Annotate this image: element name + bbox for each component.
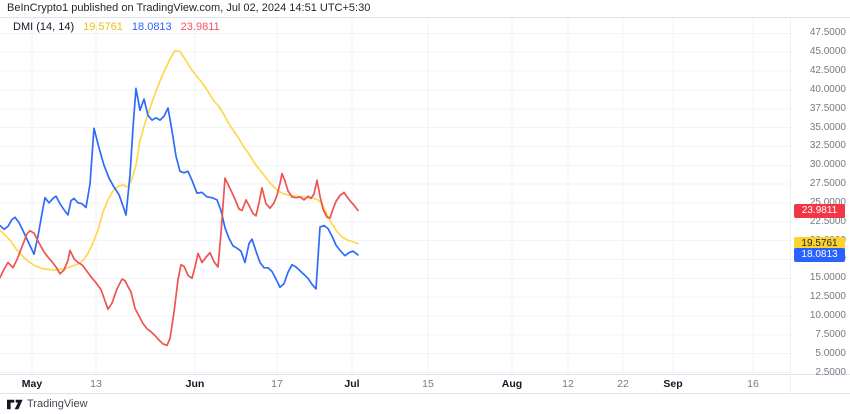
time-axis-label: 16 <box>747 378 759 390</box>
time-axis-label: 22 <box>617 378 629 390</box>
page-title: BeInCrypto1 published on TradingView.com… <box>7 2 371 14</box>
price-axis-label: 32.5000 <box>809 140 846 152</box>
price-axis-label: 30.0000 <box>809 159 846 171</box>
price-axis-label: 22.5000 <box>809 215 846 227</box>
price-axis-label: 12.5000 <box>809 291 846 303</box>
time-axis-label: Aug <box>501 378 523 390</box>
price-axis-label: 2.5000 <box>815 366 846 378</box>
indicator-name: DMI (14, 14) <box>13 21 75 33</box>
indicator-legend[interactable]: DMI (14, 14) 19.5761 18.0813 23.9811 <box>13 21 220 33</box>
last-price-badge-red: 23.9811 <box>794 203 845 218</box>
price-axis-label: 42.5000 <box>809 65 846 77</box>
series-line-red <box>0 172 359 347</box>
tradingview-logo-icon <box>7 399 23 409</box>
time-axis-label: May <box>21 378 43 390</box>
chart-title-bar: BeInCrypto1 published on TradingView.com… <box>0 0 850 18</box>
price-axis-label: 47.5000 <box>809 27 846 39</box>
time-axis-label: Jul <box>344 378 360 390</box>
time-axis-label: 13 <box>90 378 102 390</box>
series-line-blue <box>0 87 359 290</box>
price-axis-label: 15.0000 <box>809 272 846 284</box>
price-axis-label: 35.0000 <box>809 121 846 133</box>
legend-value-red: 23.9811 <box>180 21 220 33</box>
series-line-yellow <box>0 49 359 271</box>
tradingview-wordmark: TradingView <box>27 398 88 410</box>
tradingview-attribution[interactable]: TradingView <box>7 397 88 411</box>
price-axis[interactable]: 47.5000 45.0000 42.5000 40.0000 37.5000 35.00… <box>790 17 850 393</box>
footer-separator <box>0 393 850 394</box>
indicator-values: 19.5761 18.0813 23.9811 <box>74 21 219 33</box>
last-price-badge-yellow: 19.5761 <box>794 236 845 251</box>
price-axis-label: 45.0000 <box>809 46 846 58</box>
price-axis-label: 37.5000 <box>809 102 846 114</box>
price-axis-label: 40.0000 <box>809 83 846 95</box>
time-axis-label: 17 <box>271 378 283 390</box>
price-axis-label: 27.5000 <box>809 178 846 190</box>
time-axis-label: 15 <box>422 378 434 390</box>
price-axis-label: 7.5000 <box>815 328 846 340</box>
price-axis-label: 5.0000 <box>815 347 846 359</box>
legend-value-yellow: 19.5761 <box>83 21 123 33</box>
time-axis-separator <box>0 374 850 375</box>
time-axis-label: 12 <box>562 378 574 390</box>
price-axis-label: 25.0000 <box>809 196 846 208</box>
time-axis-label: Sep <box>663 378 683 390</box>
price-axis-label: 10.0000 <box>809 309 846 321</box>
time-axis-label: Jun <box>185 378 205 390</box>
time-axis[interactable]: May 13 Jun 17 Jul 15 Aug 12 22 Sep 16 <box>0 374 850 393</box>
last-price-badge-blue: 18.0813 <box>794 248 845 263</box>
legend-value-blue: 18.0813 <box>131 21 172 33</box>
